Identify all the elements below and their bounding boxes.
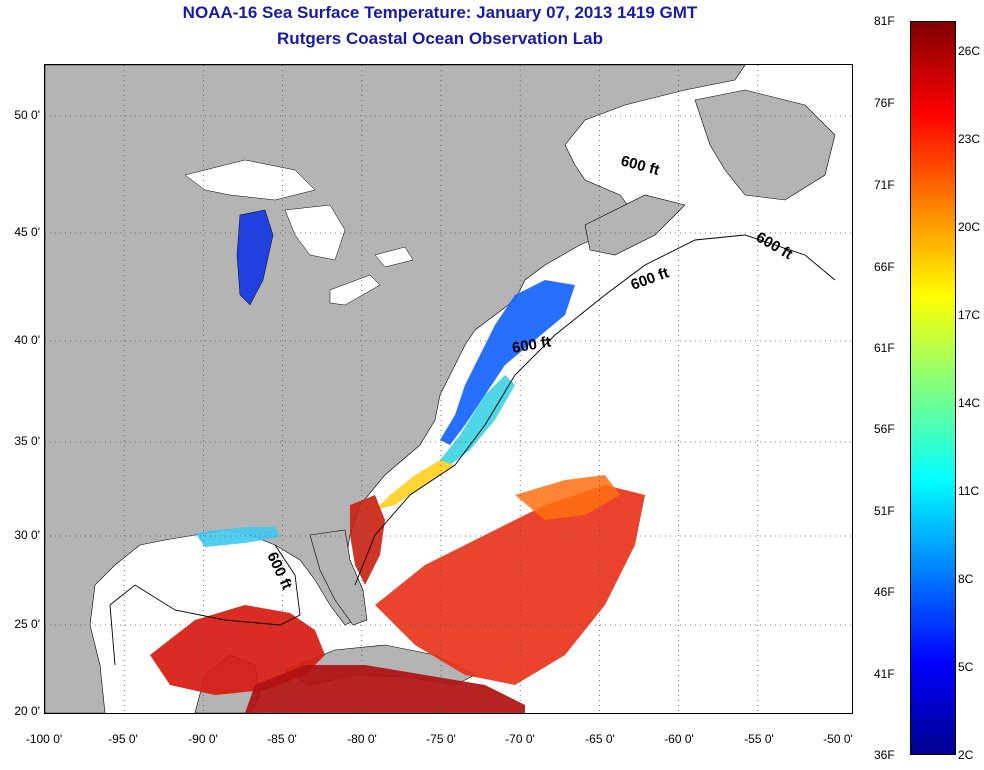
colorbar-c-label: 17C bbox=[958, 308, 981, 322]
lon-label: -50 0' bbox=[823, 732, 853, 746]
contour-label: 600 ft bbox=[629, 264, 672, 293]
colorbar-f-label: 76F bbox=[874, 96, 895, 110]
sst-atlantic-warm bbox=[375, 485, 645, 685]
colorbar-f-label: 71F bbox=[874, 178, 895, 192]
contour-600ft bbox=[354, 234, 836, 586]
contour-label: 600 ft bbox=[619, 152, 661, 179]
map-subtitle: Rutgers Coastal Ocean Observation Lab bbox=[277, 29, 603, 48]
colorbar-f-label: 51F bbox=[874, 504, 895, 518]
colorbar-f-label: 36F bbox=[874, 748, 895, 762]
land-florida bbox=[309, 529, 368, 626]
lon-label: -60 0' bbox=[664, 732, 694, 746]
sst-yellow-band bbox=[375, 460, 455, 510]
contour-600ft-gulf bbox=[109, 544, 301, 666]
colorbar-c-label: 26C bbox=[958, 44, 981, 58]
contour-label: 600 ft bbox=[511, 333, 553, 357]
lake-ontario bbox=[374, 246, 414, 268]
colorbar-f-label: 81F bbox=[874, 14, 895, 28]
lon-label: -95 0' bbox=[108, 732, 138, 746]
lat-label: 25 0' bbox=[14, 617, 40, 631]
lat-label: 50 0' bbox=[14, 108, 40, 122]
map-title: NOAA-16 Sea Surface Temperature: January… bbox=[182, 3, 698, 22]
land-north-america bbox=[45, 65, 746, 713]
colorbar-c-label: 2C bbox=[958, 748, 974, 762]
lon-label: -75 0' bbox=[426, 732, 456, 746]
lake-michigan bbox=[236, 209, 274, 306]
sst-caribbean-warm bbox=[245, 665, 525, 713]
colorbar-c-label: 11C bbox=[958, 484, 980, 498]
lat-label: 45 0' bbox=[14, 225, 40, 239]
temperature-colorbar bbox=[910, 21, 956, 755]
lon-label: -100 0' bbox=[25, 732, 63, 746]
sst-map: 600 ft 600 ft 600 ft 600 ft 600 ft bbox=[44, 64, 853, 714]
lon-label: -65 0' bbox=[585, 732, 615, 746]
lat-label: 20 0' bbox=[14, 704, 40, 718]
colorbar-c-label: 5C bbox=[958, 660, 974, 674]
colorbar-f-label: 56F bbox=[874, 422, 895, 436]
colorbar-c-label: 8C bbox=[958, 572, 974, 586]
colorbar-c-label: 23C bbox=[958, 132, 981, 146]
colorbar-f-label: 46F bbox=[874, 585, 895, 599]
lon-label: -85 0' bbox=[267, 732, 297, 746]
contour-label: 600 ft bbox=[753, 229, 795, 263]
lon-label: -80 0' bbox=[347, 732, 377, 746]
colorbar-f-label: 41F bbox=[874, 667, 895, 681]
lat-label: 35 0' bbox=[14, 434, 40, 448]
sst-northeast-coast bbox=[440, 280, 575, 445]
lon-label: -90 0' bbox=[188, 732, 218, 746]
sst-gulf-coast bbox=[195, 527, 280, 547]
sst-atlantic-orange bbox=[515, 475, 620, 520]
lake-huron bbox=[284, 204, 346, 261]
lake-erie bbox=[329, 274, 381, 306]
sst-gulf-warm bbox=[150, 605, 325, 695]
contour-label: 600 ft bbox=[263, 550, 295, 593]
colorbar-f-label: 61F bbox=[874, 341, 895, 355]
lon-label: -55 0' bbox=[744, 732, 774, 746]
colorbar-c-label: 20C bbox=[958, 220, 981, 234]
lon-label: -70 0' bbox=[505, 732, 535, 746]
land-newfoundland bbox=[694, 89, 836, 201]
grid-lines bbox=[45, 65, 852, 713]
land-nova-scotia bbox=[584, 194, 686, 256]
map-canvas: 600 ft 600 ft 600 ft 600 ft 600 ft bbox=[45, 65, 852, 713]
sst-florida-warm bbox=[350, 495, 385, 585]
lat-label: 30 0' bbox=[14, 528, 40, 542]
sst-cyan-band bbox=[440, 375, 515, 465]
colorbar-f-label: 66F bbox=[874, 260, 895, 274]
lat-label: 40 0' bbox=[14, 333, 40, 347]
colorbar-c-label: 14C bbox=[958, 396, 981, 410]
